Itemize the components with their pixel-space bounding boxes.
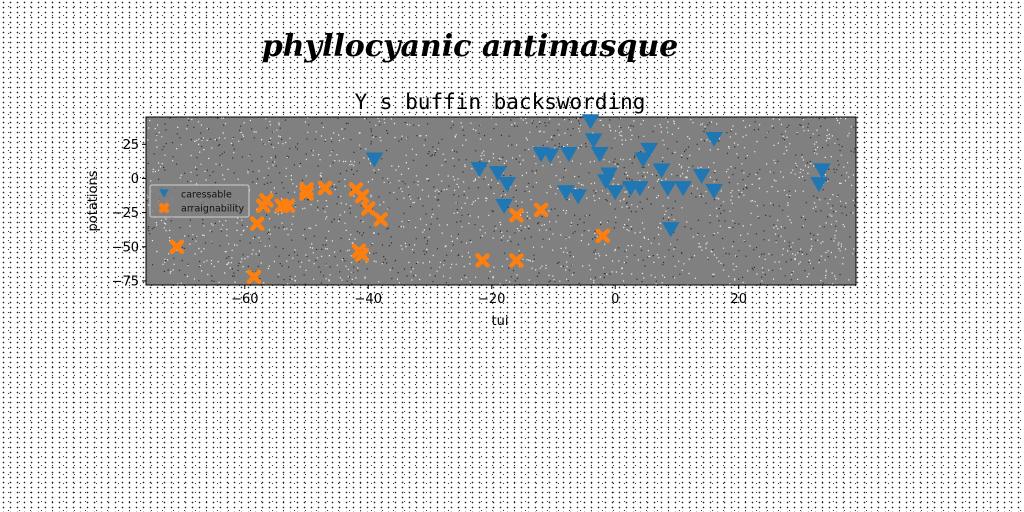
data-point-caressable <box>365 152 384 168</box>
data-point-arraignability <box>509 208 524 223</box>
data-point-arraignability <box>317 180 333 196</box>
data-point-arraignability <box>280 198 296 214</box>
data-point-caressable <box>813 163 831 179</box>
data-point-caressable <box>597 174 615 190</box>
y-axis-label: potations <box>86 170 101 231</box>
data-point-caressable <box>606 185 625 201</box>
data-point-arraignability <box>509 253 524 268</box>
data-point-caressable <box>661 222 680 238</box>
x-tick-label: −20 <box>478 292 505 307</box>
x-axis-label: tui <box>492 314 509 329</box>
x-tick-label: −40 <box>355 292 382 307</box>
data-point-arraignability <box>354 247 370 263</box>
y-tick-label: 0 <box>131 172 139 187</box>
data-point-arraignability <box>361 201 376 216</box>
data-point-caressable <box>584 133 603 149</box>
data-point-caressable <box>590 146 609 163</box>
data-point-arraignability <box>259 193 274 208</box>
data-point-caressable <box>705 183 723 199</box>
legend-label: caressable <box>181 190 232 201</box>
data-point-caressable <box>581 114 600 130</box>
data-point-caressable <box>569 189 588 205</box>
data-point-arraignability <box>249 216 265 231</box>
data-point-caressable <box>495 198 513 214</box>
data-point-caressable <box>674 181 693 197</box>
data-point-caressable <box>652 163 671 179</box>
data-point-arraignability <box>299 186 314 201</box>
data-point-caressable <box>705 131 723 148</box>
y-tick-label: −75 <box>112 274 139 289</box>
data-point-caressable <box>498 177 517 193</box>
data-point-arraignability <box>246 269 262 285</box>
data-point-caressable <box>631 181 649 197</box>
y-tick-label: 25 <box>122 138 139 153</box>
data-point-caressable <box>692 168 711 184</box>
axes-title: Y s buffin backswording <box>355 90 646 114</box>
data-point-caressable <box>556 185 575 201</box>
data-point-caressable <box>470 162 489 178</box>
data-point-arraignability <box>354 188 370 204</box>
y-tick-label: −25 <box>112 206 139 221</box>
legend-label: arraignability <box>181 204 244 215</box>
plot-area: −60 −40 −20 0 20 −75 −50 −25 0 25 caressable arraig… <box>112 114 858 307</box>
x-tick-label: −60 <box>231 292 258 307</box>
data-point-caressable <box>541 148 560 164</box>
legend-box <box>149 184 250 218</box>
data-point-caressable <box>658 181 677 197</box>
x-tick-label: 0 <box>611 292 619 307</box>
y-tick-label: −50 <box>112 240 139 255</box>
data-point-arraignability <box>169 239 185 255</box>
figure-suptitle: phyllocyanic antimasque <box>262 29 679 64</box>
data-point-arraignability <box>373 212 388 227</box>
x-tick-label: 20 <box>730 292 747 307</box>
data-point-caressable <box>489 166 507 182</box>
data-point-arraignability <box>533 202 549 218</box>
legend-marker-arraignability <box>158 202 170 214</box>
legend-marker-caressable <box>159 189 169 198</box>
data-point-caressable <box>560 146 578 163</box>
data-point-caressable <box>810 177 828 193</box>
data-point-arraignability <box>475 253 490 268</box>
data-point-caressable <box>640 142 659 158</box>
axes-frame <box>145 116 857 286</box>
data-point-arraignability <box>595 228 611 244</box>
data-point-caressable <box>634 152 652 168</box>
